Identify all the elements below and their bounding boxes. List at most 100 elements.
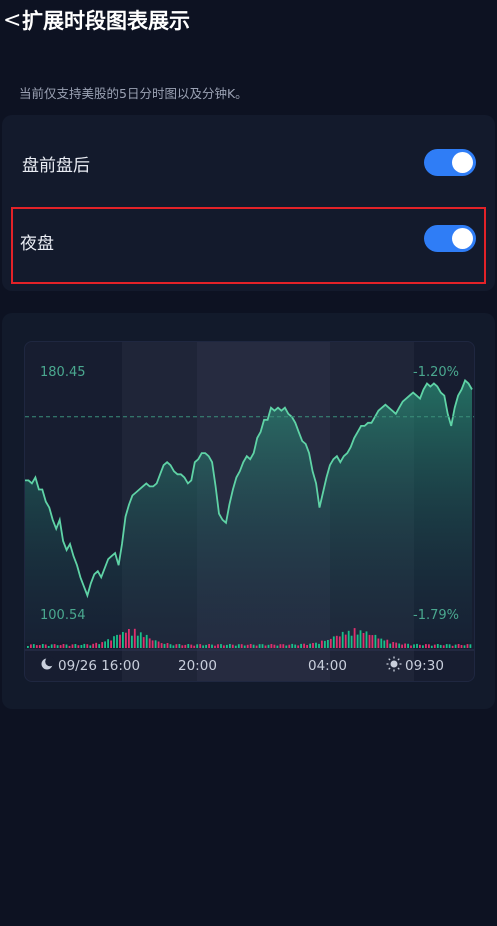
pct-low-label: -1.79%: [413, 608, 459, 623]
volume-bar: [469, 644, 472, 648]
volume-bar: [445, 644, 448, 648]
volume-bar: [252, 644, 255, 648]
volume-bar: [306, 645, 308, 648]
volume-bar: [74, 644, 77, 648]
volume-bar: [139, 632, 142, 648]
volume-bar: [428, 644, 430, 648]
volume-bar: [83, 643, 86, 648]
volume-bar: [122, 632, 124, 648]
volume-bar: [335, 635, 338, 648]
volume-bar: [267, 644, 270, 648]
volume-bar: [178, 644, 181, 648]
volume-bar: [315, 642, 317, 648]
volume-bar: [439, 644, 442, 648]
volume-bar: [329, 638, 332, 648]
toggle-knob: [452, 228, 473, 249]
volume-bar: [98, 644, 101, 648]
volume-bar: [145, 634, 148, 648]
volume-bar: [282, 644, 285, 648]
volume-bar: [223, 645, 225, 648]
volume-bar: [448, 644, 451, 648]
volume-bar: [365, 631, 368, 648]
volume-bar: [163, 643, 166, 648]
highlight-box: [11, 207, 486, 284]
volume-bar: [30, 644, 32, 648]
pct-high-label: -1.20%: [413, 365, 459, 380]
volume-bar: [246, 644, 249, 648]
volume-bar: [407, 643, 409, 648]
volume-bar: [463, 645, 466, 648]
premarket-afterhours-toggle[interactable]: [424, 149, 476, 176]
volume-bar: [276, 645, 279, 648]
back-icon[interactable]: <: [3, 8, 22, 33]
volume-bar: [157, 641, 160, 648]
volume-bar: [231, 644, 234, 648]
volume-bar: [285, 645, 288, 648]
volume-bar: [193, 645, 196, 648]
volume-bar: [332, 636, 335, 648]
volume-bar: [341, 631, 344, 648]
volume-bar: [359, 630, 362, 648]
volume-bar: [62, 644, 65, 648]
volume-bar: [398, 643, 401, 648]
volume-bar: [297, 645, 300, 648]
volume-bar: [442, 645, 445, 648]
volume-bar: [270, 644, 273, 648]
volume-bar: [166, 643, 169, 648]
volume-bar: [324, 640, 326, 648]
volume-bar: [377, 638, 380, 648]
volume-bar: [273, 644, 276, 648]
volume-bar: [113, 636, 115, 648]
volume-bar: [107, 639, 109, 648]
settings-card: [2, 115, 495, 291]
volume-bar: [288, 644, 291, 648]
volume-bar: [142, 637, 145, 648]
overnight-toggle[interactable]: [424, 225, 476, 252]
volume-bar: [154, 640, 157, 648]
volume-bar: [249, 644, 252, 648]
volume-bar: [95, 642, 98, 648]
price-chart: 180.45 100.54 -1.20% -1.79% 09/26 16:00 …: [25, 342, 474, 681]
volume-bar: [371, 635, 374, 648]
volume-bar: [211, 644, 213, 648]
volume-bar: [416, 643, 418, 648]
volume-bar: [196, 644, 199, 648]
volume-bar: [101, 642, 104, 648]
volume-bar: [148, 638, 151, 648]
volume-bar: [404, 643, 406, 648]
volume-bar: [312, 643, 314, 648]
volume-bar: [136, 635, 139, 648]
volume-bar: [68, 645, 71, 648]
volume-bar: [208, 644, 210, 648]
volume-bar: [338, 636, 341, 648]
volume-bar: [205, 644, 207, 648]
volume-bar: [38, 645, 41, 648]
volume-bar: [344, 634, 347, 648]
volume-bar: [457, 644, 460, 648]
volume-bar: [59, 645, 62, 648]
volume-bar: [44, 644, 47, 648]
volume-bar: [410, 645, 412, 648]
volume-bar: [202, 645, 204, 648]
x-tick-label: 09/26 16:00: [58, 658, 140, 674]
volume-bar: [279, 644, 282, 648]
volume-bar: [413, 644, 415, 648]
volume-bar: [217, 644, 219, 648]
volume-bar: [32, 644, 35, 648]
volume-bar: [436, 644, 439, 648]
toggle-knob: [452, 152, 473, 173]
volume-bar: [425, 644, 427, 648]
volume-bar: [383, 640, 386, 648]
volume-bar: [53, 644, 56, 648]
volume-bar: [430, 645, 433, 648]
volume-bar: [374, 634, 377, 648]
volume-bar: [460, 645, 463, 648]
price-high-label: 180.45: [40, 365, 86, 380]
description-text: 当前仅支持美股的5日分时图以及分钟K。: [19, 86, 248, 101]
volume-bar: [41, 644, 44, 648]
volume-bar: [56, 645, 59, 648]
top-bar: < 扩展时段图表展示: [0, 0, 497, 48]
x-tick-label: 04:00: [308, 658, 347, 674]
volume-bar: [234, 645, 237, 648]
price-area-fill: [25, 380, 472, 642]
